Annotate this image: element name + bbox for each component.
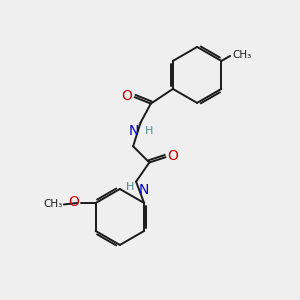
Text: O: O xyxy=(68,195,79,209)
Text: O: O xyxy=(167,149,178,163)
Text: O: O xyxy=(122,89,132,103)
Text: N: N xyxy=(138,183,149,197)
Text: CH₃: CH₃ xyxy=(43,199,62,208)
Text: N: N xyxy=(129,124,139,138)
Text: H: H xyxy=(145,126,153,136)
Text: CH₃: CH₃ xyxy=(232,50,251,60)
Text: H: H xyxy=(126,182,135,192)
